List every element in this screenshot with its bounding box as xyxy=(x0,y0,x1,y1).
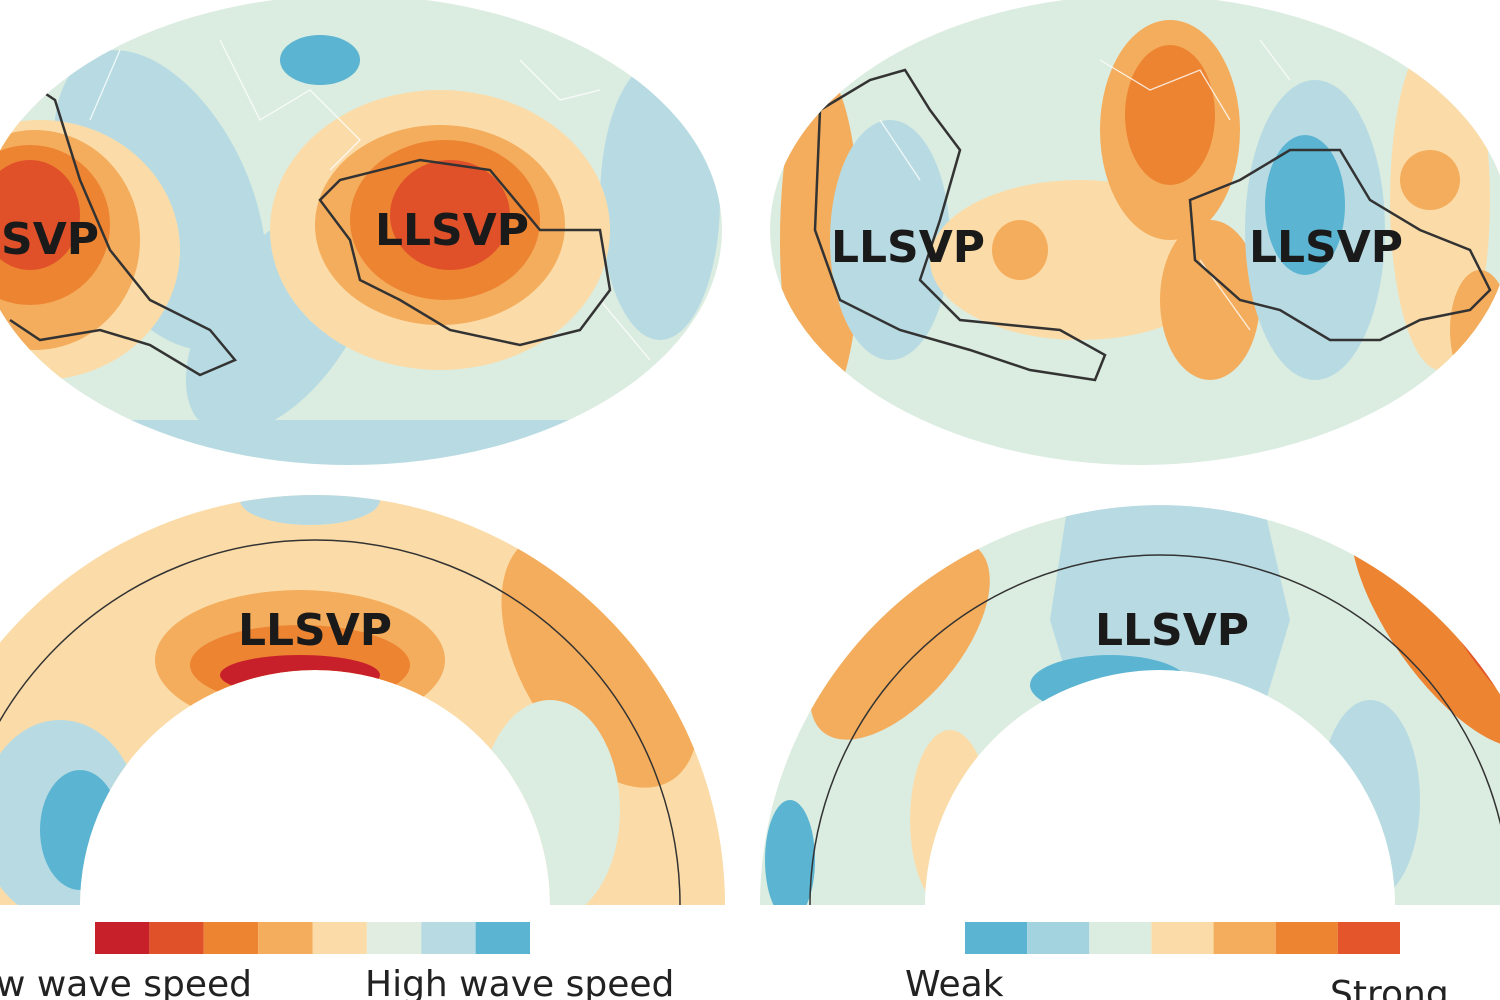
region-label: LLSVP xyxy=(831,222,985,273)
region-label: LLSVP xyxy=(375,205,529,256)
legend-swatch xyxy=(312,922,367,954)
anisotropy-section xyxy=(760,505,1500,905)
legend-swatch xyxy=(1275,922,1338,954)
region-label: LLSVP xyxy=(1095,605,1249,656)
legend-swatch xyxy=(421,922,476,954)
legend-high-label: High wave speed xyxy=(365,964,674,1000)
legend-swatch xyxy=(1151,922,1214,954)
legend-swatch xyxy=(95,922,150,954)
legend-swatch xyxy=(366,922,422,954)
legend-swatch xyxy=(149,922,204,954)
legend-swatch xyxy=(1089,922,1152,954)
legend-swatch xyxy=(1213,922,1276,954)
wave-speed-section xyxy=(0,495,725,905)
legend-swatch xyxy=(1027,922,1090,954)
legends: Low wave speed High wave speed Weak Stro… xyxy=(0,964,1449,1000)
legend-swatch xyxy=(203,922,259,954)
legend-swatch xyxy=(1337,922,1400,954)
legend-high-label: Strong xyxy=(1330,974,1449,1000)
legend-swatch xyxy=(475,922,530,954)
legend-swatch xyxy=(965,922,1028,954)
legend-low-label: Low wave speed xyxy=(0,964,252,1000)
region-label: LLSVP xyxy=(0,214,99,265)
anisotropy-map xyxy=(770,0,1500,465)
legend-swatch xyxy=(258,922,313,954)
region-label: LLSVP xyxy=(238,605,392,656)
legend-low-label: Weak xyxy=(905,964,1004,1000)
wave-speed-map xyxy=(0,0,722,465)
region-label: LLSVP xyxy=(1249,222,1403,273)
